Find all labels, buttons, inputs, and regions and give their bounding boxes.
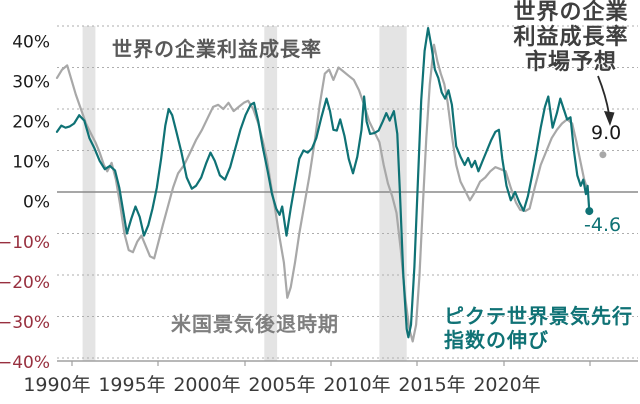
recession-band [264, 26, 278, 361]
forecast-annotation-line: 利益成長率 [513, 25, 629, 50]
y-tick-label: 20% [12, 113, 50, 133]
series-label-leading-index: ピクテ世界景気先行 指数の伸び [444, 304, 640, 352]
y-tick-label: −40% [0, 353, 50, 373]
series-line-leading-index [55, 27, 591, 339]
y-tick-label: −30% [0, 313, 50, 333]
x-tick-label: 2010年 [323, 374, 390, 396]
y-tick-label: 0% [23, 193, 50, 213]
series-label-profit-growth: 世界の企業利益成長率 [112, 37, 322, 61]
annotation-arrowhead [604, 111, 615, 126]
recession-periods-label: 米国景気後退時期 [171, 312, 339, 336]
latest-value-label: -4.6 [584, 214, 622, 236]
series-line-profit-growth [55, 43, 589, 343]
y-tick-label: −20% [0, 273, 50, 293]
recession-band [82, 26, 96, 361]
y-tick-label: 10% [12, 153, 50, 173]
latest-value-dot [585, 207, 594, 216]
leading-index-label-line: ピクテ世界景気先行 [444, 304, 633, 328]
forecast-dot [599, 151, 607, 159]
y-tick-label: −10% [0, 233, 50, 253]
forecast-value-label: 9.0 [591, 122, 622, 144]
forecast-annotation-line: 世界の企業 [513, 0, 629, 25]
annotation-arrow [597, 75, 610, 115]
x-tick-label: 1995年 [98, 374, 165, 396]
x-tick-label: 2020年 [473, 374, 540, 396]
x-tick-label: 2000年 [173, 374, 240, 396]
x-tick-label: 2005年 [248, 374, 315, 396]
forecast-annotation-line: 市場予想 [524, 50, 617, 75]
leading-index-label-line: 指数の伸び [444, 328, 549, 352]
forecast-annotation: 世界の企業 利益成長率 市場予想 [499, 0, 640, 75]
x-tick-label: 2015年 [398, 374, 465, 396]
recession-band [379, 26, 407, 361]
y-tick-label: 40% [12, 33, 50, 53]
x-tick-label: 1990年 [23, 374, 90, 396]
y-tick-label: 30% [12, 73, 50, 93]
